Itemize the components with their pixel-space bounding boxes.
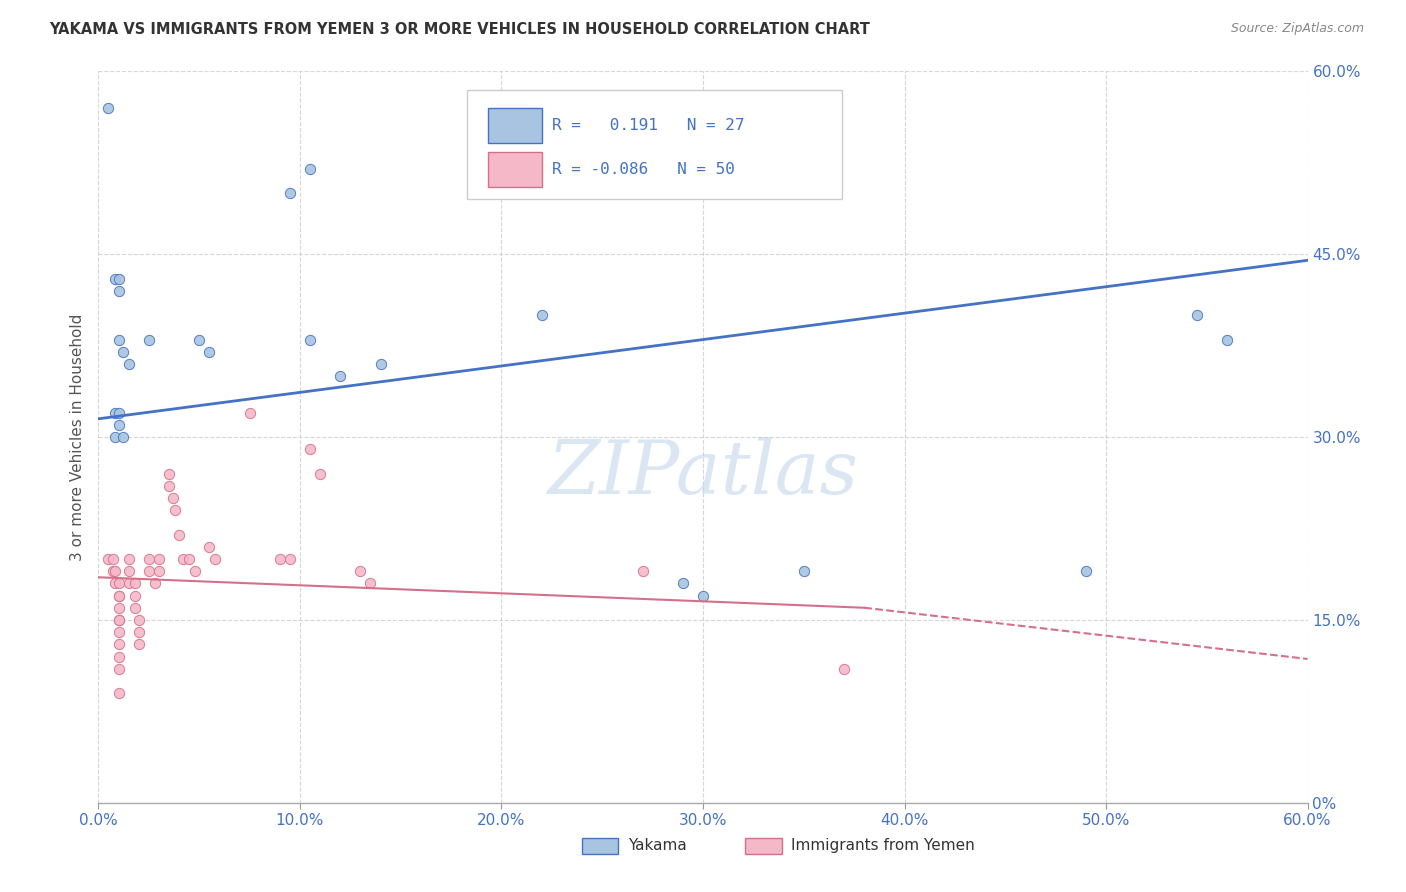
- Point: [118, 552, 141, 566]
- Y-axis label: 3 or more Vehicles in Household: 3 or more Vehicles in Household: [70, 313, 86, 561]
- Text: R =   0.191   N = 27: R = 0.191 N = 27: [551, 118, 744, 133]
- Point: [138, 552, 160, 566]
- Point: [138, 333, 160, 347]
- Text: Immigrants from Yemen: Immigrants from Yemen: [792, 838, 974, 854]
- FancyBboxPatch shape: [488, 108, 543, 143]
- Point: [128, 613, 150, 627]
- Point: [692, 589, 714, 603]
- Point: [157, 467, 180, 481]
- Point: [157, 479, 180, 493]
- Point: [329, 369, 352, 384]
- Point: [107, 613, 129, 627]
- Point: [309, 467, 332, 481]
- Point: [239, 406, 262, 420]
- Point: [832, 662, 855, 676]
- Point: [278, 552, 301, 566]
- Point: [111, 344, 134, 359]
- Point: [360, 576, 382, 591]
- Text: Source: ZipAtlas.com: Source: ZipAtlas.com: [1230, 22, 1364, 36]
- Point: [101, 552, 124, 566]
- Point: [118, 564, 141, 578]
- Point: [148, 552, 170, 566]
- Point: [103, 271, 125, 285]
- Point: [107, 613, 129, 627]
- Point: [793, 564, 815, 578]
- Text: YAKAMA VS IMMIGRANTS FROM YEMEN 3 OR MORE VEHICLES IN HOUSEHOLD CORRELATION CHAR: YAKAMA VS IMMIGRANTS FROM YEMEN 3 OR MOR…: [49, 22, 870, 37]
- Text: ZIPatlas: ZIPatlas: [547, 437, 859, 510]
- Point: [107, 406, 129, 420]
- Point: [672, 576, 695, 591]
- Point: [299, 333, 322, 347]
- Point: [107, 576, 129, 591]
- Point: [107, 625, 129, 640]
- Point: [278, 186, 301, 201]
- Point: [184, 564, 207, 578]
- Point: [97, 552, 120, 566]
- Point: [103, 564, 125, 578]
- Point: [143, 576, 166, 591]
- Point: [128, 625, 150, 640]
- FancyBboxPatch shape: [467, 90, 842, 200]
- Point: [204, 552, 226, 566]
- Point: [103, 576, 125, 591]
- Point: [107, 589, 129, 603]
- Point: [163, 503, 186, 517]
- Point: [188, 333, 211, 347]
- Point: [107, 637, 129, 651]
- FancyBboxPatch shape: [582, 838, 619, 854]
- Point: [1216, 333, 1239, 347]
- Point: [107, 686, 129, 700]
- Point: [107, 417, 129, 432]
- FancyBboxPatch shape: [745, 838, 782, 854]
- Point: [148, 564, 170, 578]
- Point: [101, 564, 124, 578]
- Point: [198, 344, 221, 359]
- Point: [269, 552, 291, 566]
- Point: [179, 552, 201, 566]
- Point: [124, 589, 146, 603]
- Text: R = -0.086   N = 50: R = -0.086 N = 50: [551, 161, 735, 177]
- Point: [124, 600, 146, 615]
- Point: [103, 430, 125, 444]
- Point: [162, 491, 184, 505]
- Point: [299, 161, 322, 176]
- Point: [103, 406, 125, 420]
- Point: [1074, 564, 1097, 578]
- Point: [138, 564, 160, 578]
- Point: [107, 284, 129, 298]
- Point: [198, 540, 221, 554]
- Point: [172, 552, 194, 566]
- Point: [107, 271, 129, 285]
- Point: [97, 101, 120, 115]
- Point: [349, 564, 371, 578]
- Point: [124, 576, 146, 591]
- FancyBboxPatch shape: [488, 152, 543, 187]
- Point: [107, 589, 129, 603]
- Point: [118, 357, 141, 371]
- Point: [530, 308, 553, 322]
- Point: [107, 649, 129, 664]
- Text: Yakama: Yakama: [628, 838, 686, 854]
- Point: [631, 564, 654, 578]
- Point: [111, 430, 134, 444]
- Point: [128, 637, 150, 651]
- Point: [167, 527, 190, 541]
- Point: [118, 576, 141, 591]
- Point: [370, 357, 392, 371]
- Point: [107, 662, 129, 676]
- Point: [1185, 308, 1208, 322]
- Point: [299, 442, 322, 457]
- Point: [107, 600, 129, 615]
- Point: [107, 333, 129, 347]
